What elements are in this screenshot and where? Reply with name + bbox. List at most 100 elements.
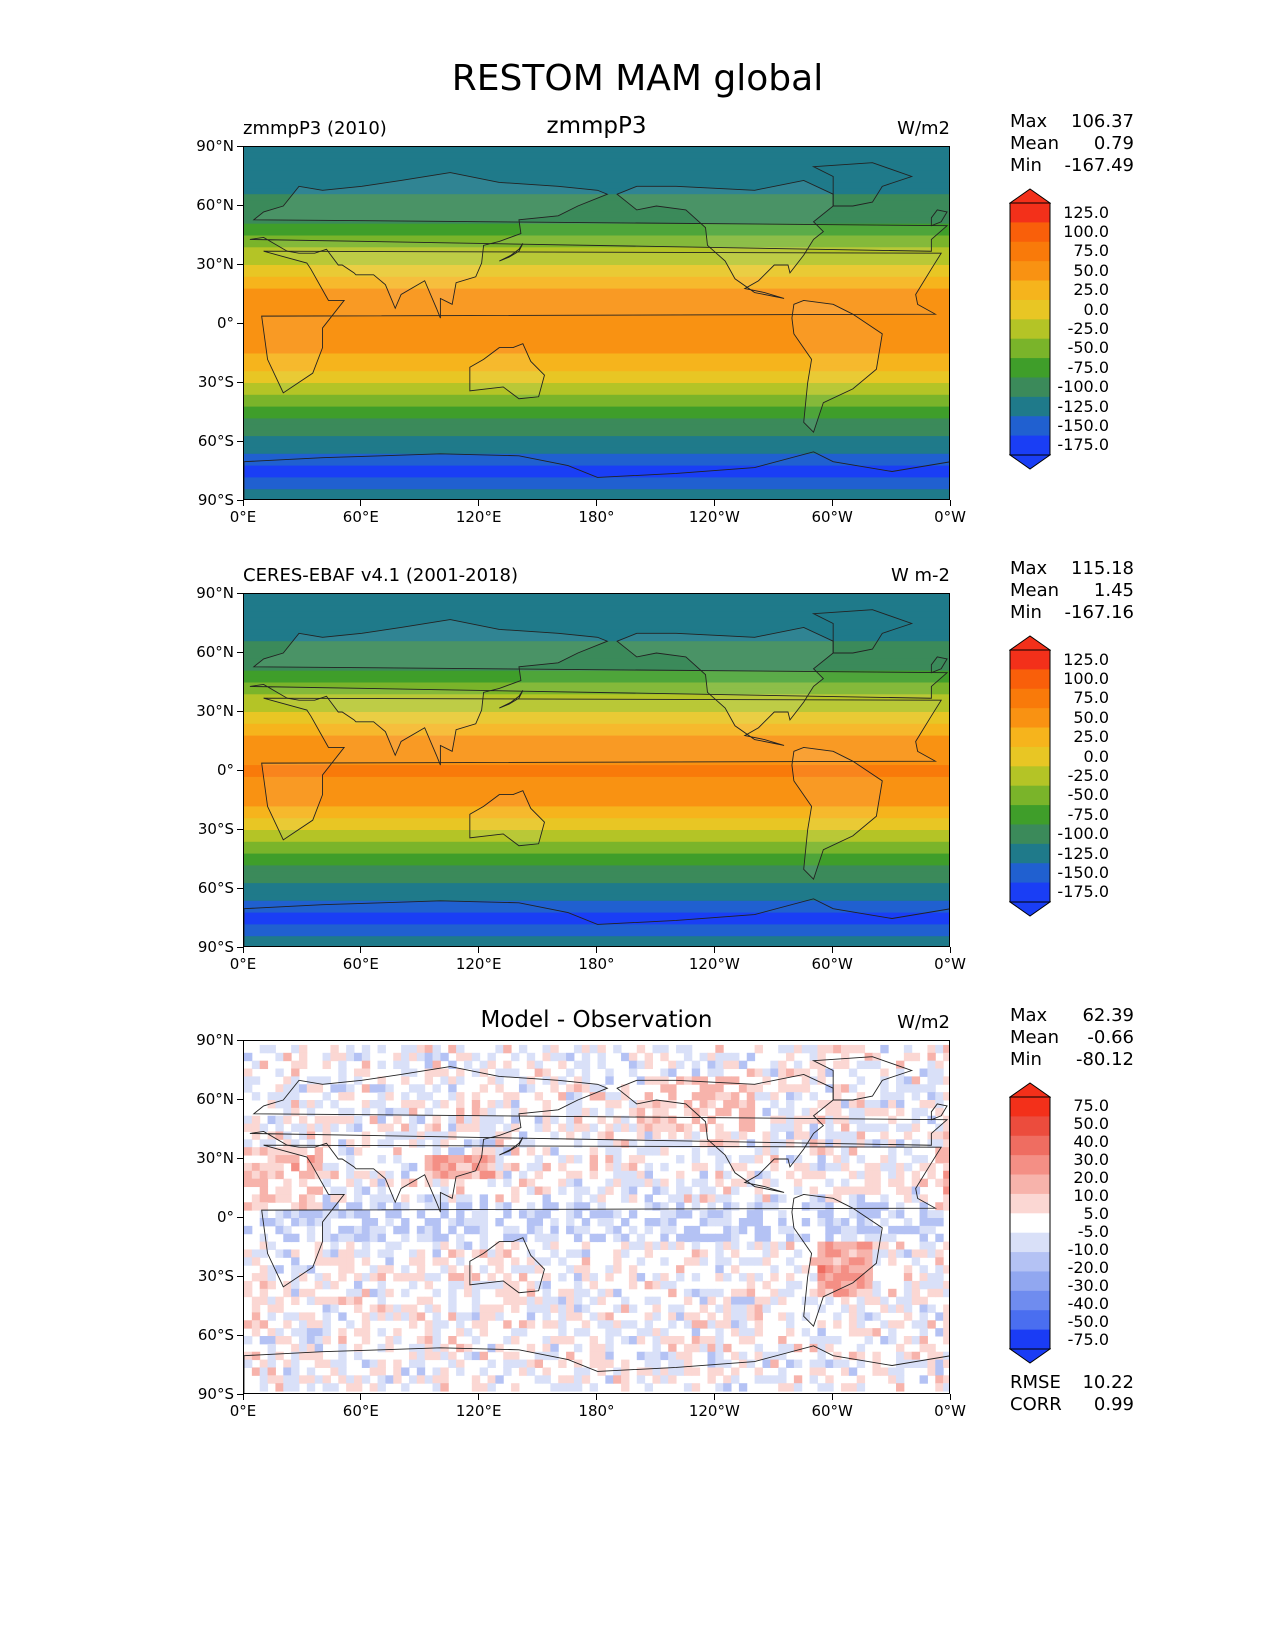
anomaly-cell	[770, 1147, 779, 1156]
anomaly-cell	[833, 1320, 842, 1329]
anomaly-cell	[346, 1139, 355, 1148]
x-tick-label: 120°E	[455, 508, 502, 526]
anomaly-cell	[927, 1068, 936, 1077]
anomaly-cell	[848, 1170, 858, 1180]
anomaly-cell	[503, 1092, 512, 1101]
anomaly-cell	[660, 1123, 669, 1132]
anomaly-cell	[361, 1060, 371, 1070]
anomaly-cell	[943, 1241, 949, 1250]
anomaly-cell	[511, 1304, 520, 1313]
anomaly-cell	[338, 1194, 347, 1203]
anomaly-cell	[369, 1383, 379, 1392]
x-tick-label: 60°E	[342, 955, 379, 973]
anomaly-cell	[259, 1320, 269, 1329]
anomaly-cell	[424, 1273, 434, 1282]
anomaly-cell	[856, 1280, 866, 1290]
anomaly-cell	[573, 1328, 583, 1337]
anomaly-cell	[786, 1359, 795, 1368]
anomaly-cell	[401, 1060, 410, 1070]
anomaly-cell	[314, 1162, 324, 1172]
anomaly-cell	[369, 1100, 379, 1109]
anomaly-cell	[935, 1068, 944, 1077]
anomaly-cell	[754, 1296, 763, 1306]
x-tick-label: 120°W	[688, 508, 740, 526]
anomaly-cell	[660, 1273, 669, 1282]
anomaly-cell	[841, 1186, 850, 1195]
anomaly-cell	[244, 1288, 253, 1298]
anomaly-cell	[896, 1092, 905, 1101]
anomaly-cell	[896, 1084, 905, 1093]
field-band	[244, 211, 949, 219]
anomaly-cell	[809, 1375, 818, 1384]
stat-value: 62.39	[1082, 1005, 1134, 1026]
anomaly-cell	[668, 1312, 677, 1321]
anomaly-cell	[731, 1139, 740, 1148]
anomaly-cell	[463, 1123, 473, 1132]
anomaly-cell	[322, 1162, 331, 1172]
anomaly-cell	[393, 1359, 402, 1368]
anomaly-cell	[943, 1320, 949, 1329]
anomaly-cell	[393, 1202, 402, 1211]
anomaly-cell	[731, 1265, 740, 1274]
anomaly-cell	[856, 1288, 866, 1298]
anomaly-cell	[338, 1296, 347, 1306]
field-band	[244, 653, 949, 660]
x-tick-mark	[242, 500, 244, 506]
anomaly-cell	[283, 1336, 292, 1345]
anomaly-cell	[746, 1139, 756, 1148]
anomaly-cell	[518, 1367, 528, 1376]
anomaly-cell	[448, 1115, 457, 1125]
anomaly-cell	[581, 1044, 591, 1054]
anomaly-cell	[416, 1139, 426, 1148]
anomaly-cell	[715, 1068, 724, 1077]
anomaly-cell	[817, 1273, 826, 1282]
field-band	[244, 747, 949, 754]
anomaly-cell	[314, 1257, 324, 1266]
anomaly-cell	[306, 1107, 316, 1117]
anomaly-cell	[699, 1076, 708, 1085]
anomaly-cell	[526, 1304, 536, 1313]
anomaly-cell	[762, 1107, 771, 1117]
anomaly-cell	[542, 1162, 551, 1172]
anomaly-cell	[495, 1257, 504, 1266]
anomaly-cell	[416, 1210, 426, 1219]
anomaly-cell	[330, 1115, 339, 1125]
anomaly-cell	[856, 1170, 866, 1180]
anomaly-cell	[903, 1123, 913, 1132]
anomaly-cell	[668, 1084, 677, 1093]
anomaly-cell	[385, 1107, 394, 1117]
anomaly-cell	[401, 1123, 410, 1132]
colorbar-segment	[1010, 377, 1050, 398]
field-band	[244, 170, 949, 178]
anomaly-cell	[605, 1273, 614, 1282]
anomaly-cell	[683, 1131, 693, 1140]
anomaly-cell	[628, 1210, 638, 1219]
field-band	[244, 188, 949, 195]
anomaly-cell	[691, 1320, 701, 1329]
anomaly-cell	[534, 1123, 544, 1132]
anomaly-cell	[487, 1375, 496, 1384]
anomaly-cell	[888, 1336, 897, 1345]
anomaly-cell	[809, 1044, 818, 1054]
anomaly-cell	[416, 1225, 426, 1235]
coastline	[791, 1193, 883, 1328]
anomaly-cell	[903, 1304, 913, 1313]
anomaly-cell	[314, 1343, 324, 1353]
anomaly-cell	[880, 1320, 889, 1329]
anomaly-cell	[613, 1044, 622, 1054]
anomaly-cell	[683, 1107, 693, 1117]
anomaly-cell	[809, 1147, 818, 1156]
anomaly-cell	[424, 1060, 434, 1070]
anomaly-cell	[762, 1170, 771, 1180]
anomaly-cell	[401, 1265, 410, 1274]
colorbar-segment	[1010, 1155, 1050, 1175]
anomaly-cell	[691, 1288, 701, 1298]
anomaly-cell	[377, 1178, 386, 1188]
anomaly-cell	[581, 1218, 591, 1227]
anomaly-cell	[903, 1218, 913, 1227]
anomaly-cell	[534, 1155, 544, 1164]
anomaly-cell	[919, 1068, 928, 1077]
colorbar-label: 0.0	[1083, 299, 1109, 319]
colorbar-segment	[1010, 824, 1050, 845]
anomaly-cell	[267, 1170, 276, 1180]
